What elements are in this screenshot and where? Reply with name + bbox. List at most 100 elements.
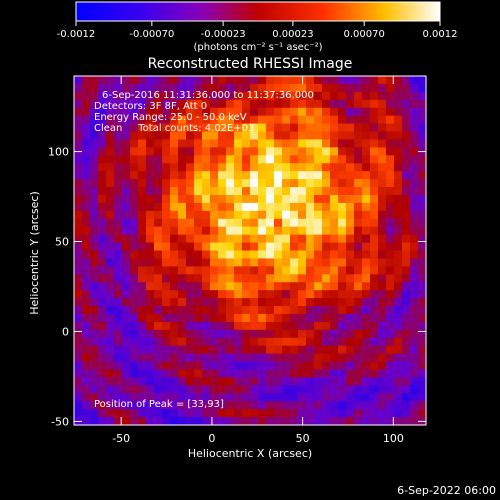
heatmap-pixel xyxy=(154,345,163,355)
heatmap-pixel xyxy=(290,361,299,371)
heatmap-pixel xyxy=(186,345,195,355)
heatmap-pixel xyxy=(106,298,115,307)
heatmap-pixel xyxy=(194,163,203,172)
heatmap-pixel xyxy=(258,369,267,379)
heatmap-pixel xyxy=(154,139,163,148)
heatmap-pixel xyxy=(218,282,227,291)
heatmap-pixel xyxy=(114,409,123,418)
heatmap-pixel xyxy=(138,393,147,402)
heatmap-pixel xyxy=(186,194,195,204)
heatmap-pixel xyxy=(178,393,187,402)
heatmap-pixel xyxy=(410,163,419,172)
heatmap-pixel xyxy=(122,123,131,133)
heatmap-pixel xyxy=(210,393,219,402)
heatmap-pixel xyxy=(250,417,259,426)
heatmap-pixel xyxy=(242,329,251,339)
heatmap-pixel xyxy=(74,123,83,133)
heatmap-pixel xyxy=(322,353,331,363)
heatmap-pixel xyxy=(170,218,179,228)
heatmap-pixel xyxy=(202,306,211,315)
heatmap-pixel xyxy=(266,393,275,402)
heatmap-pixel xyxy=(122,337,131,347)
heatmap-pixel xyxy=(354,234,363,244)
heatmap-pixel xyxy=(138,83,147,93)
heatmap-pixel xyxy=(306,179,315,188)
heatmap-pixel xyxy=(314,171,323,180)
heatmap-pixel xyxy=(378,202,387,212)
heatmap-pixel xyxy=(266,313,275,323)
heatmap-pixel xyxy=(274,290,283,299)
heatmap-pixel xyxy=(186,139,195,148)
heatmap-pixel xyxy=(258,409,267,418)
heatmap-pixel xyxy=(74,171,83,180)
heatmap-pixel xyxy=(418,194,427,204)
heatmap-pixel xyxy=(362,401,371,410)
heatmap-pixel xyxy=(314,298,323,307)
heatmap-pixel xyxy=(218,401,227,410)
heatmap-pixel xyxy=(322,171,331,180)
heatmap-pixel xyxy=(330,115,339,125)
heatmap-pixel xyxy=(322,250,331,260)
heatmap-pixel xyxy=(402,337,411,347)
heatmap-pixel xyxy=(330,91,339,101)
heatmap-pixel xyxy=(306,99,315,109)
heatmap-pixel xyxy=(162,210,171,220)
heatmap-pixel xyxy=(314,282,323,291)
heatmap-pixel xyxy=(138,123,147,133)
heatmap-pixel xyxy=(370,234,379,244)
heatmap-pixel xyxy=(114,91,123,101)
heatmap-pixel xyxy=(138,313,147,323)
heatmap-pixel xyxy=(146,76,155,85)
heatmap-pixel xyxy=(178,131,187,141)
heatmap-pixel xyxy=(114,345,123,355)
heatmap-pixel xyxy=(322,194,331,204)
heatmap-pixel xyxy=(234,321,243,331)
heatmap-pixel xyxy=(74,353,83,363)
heatmap-pixel xyxy=(306,171,315,180)
heatmap-pixel xyxy=(330,171,339,180)
heatmap-pixel xyxy=(170,179,179,188)
heatmap-pixel xyxy=(362,91,371,101)
heatmap-pixel xyxy=(250,179,259,188)
heatmap-pixel xyxy=(354,163,363,172)
heatmap-pixel xyxy=(402,242,411,252)
heatmap-pixel xyxy=(226,361,235,371)
heatmap-pixel xyxy=(122,115,131,125)
heatmap-pixel xyxy=(402,202,411,212)
heatmap-pixel xyxy=(394,282,403,291)
heatmap-pixel xyxy=(322,163,331,172)
heatmap-pixel xyxy=(90,401,99,410)
heatmap-pixel xyxy=(98,202,107,212)
heatmap-pixel xyxy=(106,115,115,125)
heatmap-pixel xyxy=(202,76,211,85)
heatmap-pixel xyxy=(130,226,139,236)
heatmap-pixel xyxy=(354,337,363,347)
heatmap-pixel xyxy=(210,83,219,93)
heatmap-pixel xyxy=(266,401,275,410)
heatmap-pixel xyxy=(178,115,187,125)
heatmap-pixel xyxy=(362,321,371,331)
heatmap-pixel xyxy=(386,417,395,426)
heatmap-pixel xyxy=(330,321,339,331)
heatmap-pixel xyxy=(106,361,115,371)
heatmap-pixel xyxy=(202,91,211,101)
heatmap-pixel xyxy=(242,393,251,402)
heatmap-pixel xyxy=(346,242,355,252)
heatmap-pixel xyxy=(274,226,283,236)
colorbar-ticks: -0.0012 -0.00070 -0.00023 0.00023 0.00070 0.0… xyxy=(57,21,458,40)
heatmap-pixel xyxy=(130,353,139,363)
heatmap-pixel xyxy=(322,369,331,379)
heatmap-pixel xyxy=(202,163,211,172)
heatmap-pixel xyxy=(402,393,411,402)
heatmap-pixel xyxy=(178,329,187,339)
heatmap-pixel xyxy=(194,385,203,394)
heatmap-pixel xyxy=(90,290,99,299)
heatmap-pixel xyxy=(210,417,219,426)
heatmap-pixel xyxy=(306,147,315,156)
heatmap-pixel xyxy=(146,258,155,267)
heatmap-pixel xyxy=(114,139,123,148)
heatmap-pixel xyxy=(330,250,339,260)
heatmap-pixel xyxy=(130,194,139,204)
heatmap-pixel xyxy=(218,385,227,394)
heatmap-pixel xyxy=(98,139,107,148)
